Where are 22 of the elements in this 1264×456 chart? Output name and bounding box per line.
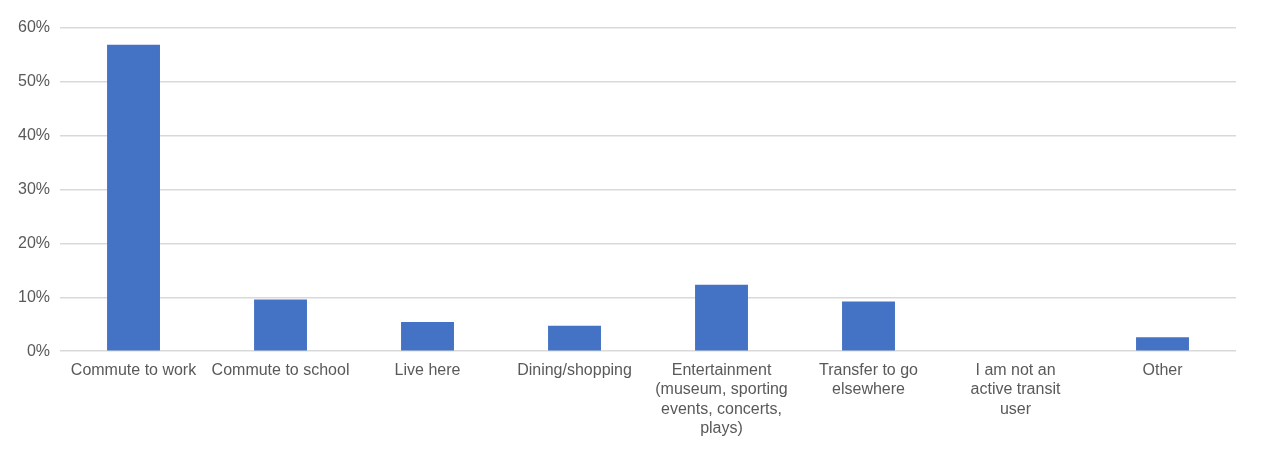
- bar: [401, 322, 454, 351]
- bar: [1136, 337, 1189, 351]
- bar: [842, 301, 895, 351]
- x-tick-label: Commute to work: [70, 361, 198, 379]
- bar: [548, 325, 601, 351]
- y-tick-label: 50%: [17, 71, 51, 89]
- bar: [107, 44, 160, 351]
- x-tick-label: Transfer to go elsewhere: [819, 361, 919, 398]
- x-tick-label: I am not an active transit user: [970, 361, 1061, 417]
- y-tick-label: 60%: [17, 18, 51, 36]
- x-tick-label: Entertainment (museum, sporting events, concerts, plays): [655, 361, 788, 436]
- y-tick-label: 20%: [17, 233, 51, 251]
- y-tick-label: 30%: [17, 179, 51, 197]
- bar: [695, 284, 748, 351]
- x-tick-label: Other: [1142, 361, 1184, 379]
- x-tick-label: Dining/shopping: [517, 361, 632, 379]
- y-tick-label: 10%: [17, 287, 51, 305]
- y-tick-label: 0%: [26, 341, 51, 359]
- bar: [254, 299, 307, 351]
- y-tick-label: 40%: [17, 125, 51, 143]
- x-tick-label: Live here: [394, 361, 461, 379]
- x-tick-label: Commute to school: [211, 361, 350, 379]
